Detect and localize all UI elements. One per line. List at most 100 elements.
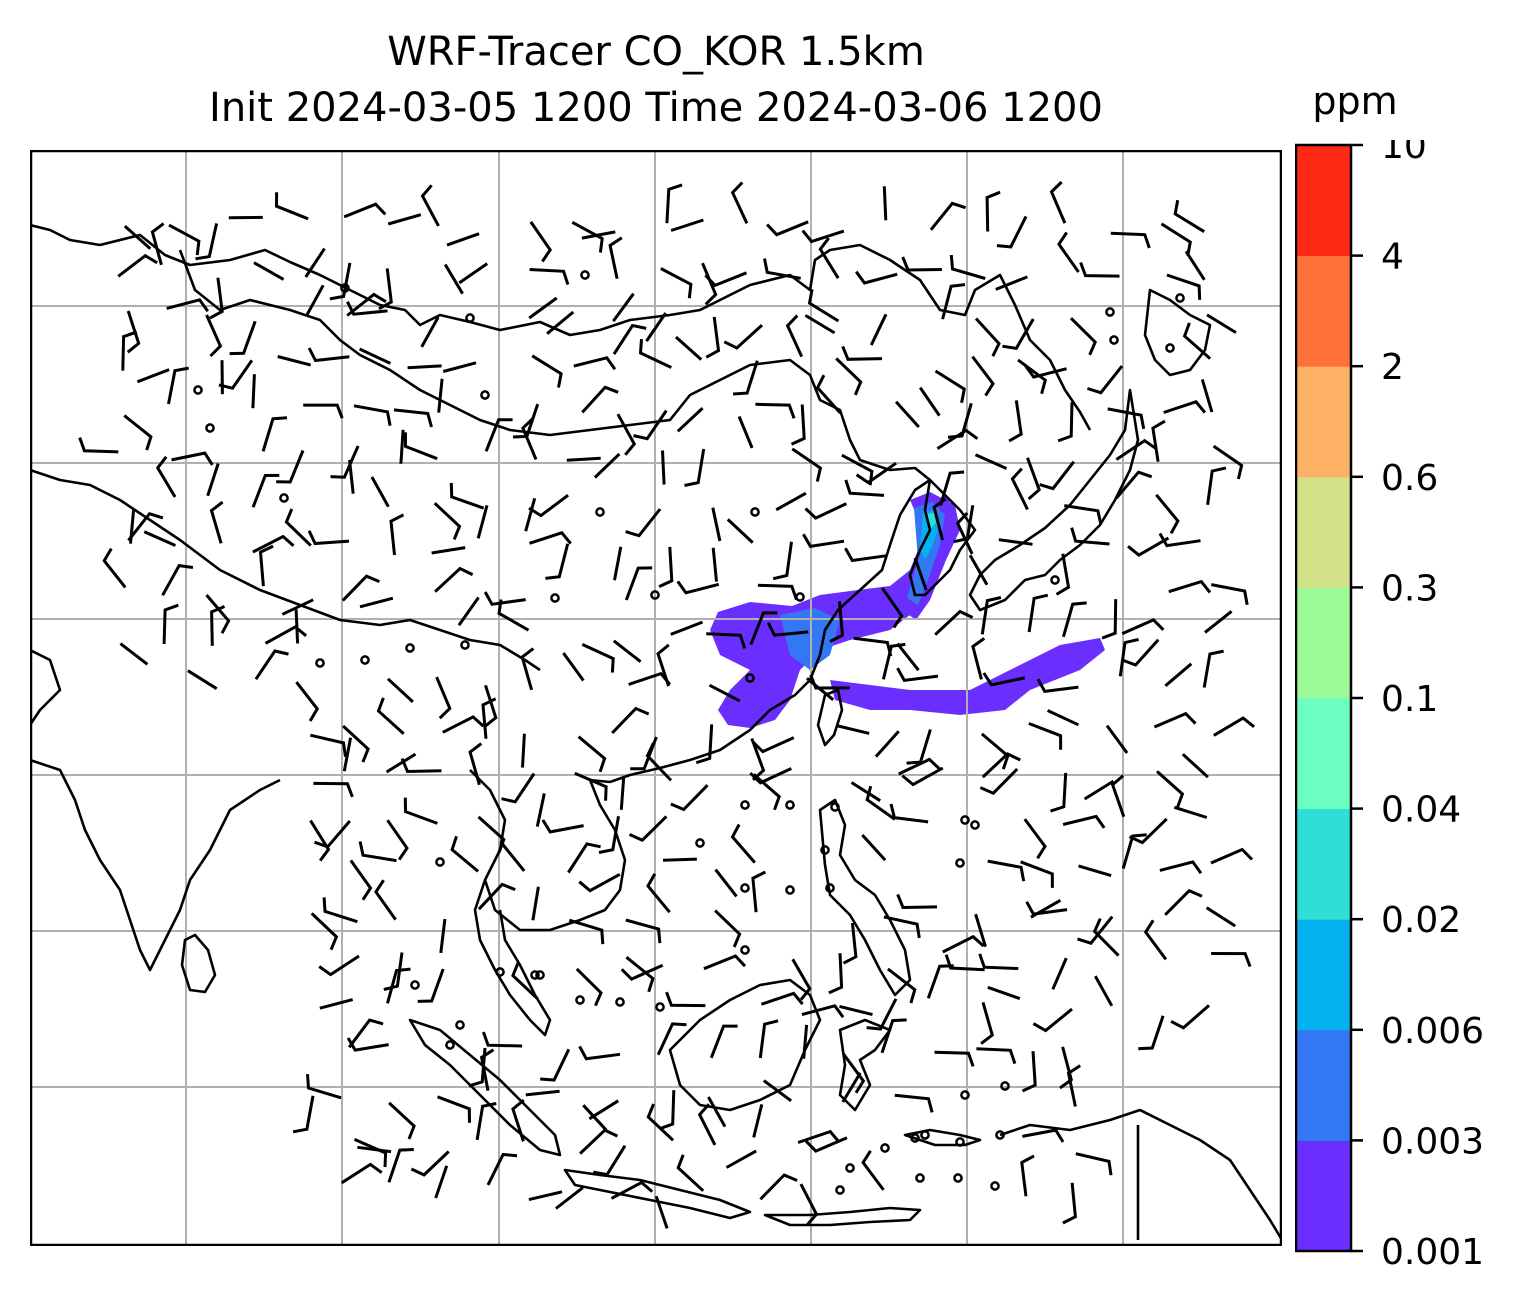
wind-barb: [346, 1037, 389, 1052]
wind-barb: [665, 991, 706, 1008]
wind-barb: [611, 706, 650, 735]
wind-barb: [804, 314, 836, 335]
wind-barb: [934, 609, 974, 636]
wind-calm-marker: [1050, 575, 1060, 585]
wind-barb: [446, 232, 480, 247]
wind-barb: [619, 775, 626, 810]
wind-barb: [486, 1152, 518, 1186]
wind-barb: [835, 357, 863, 396]
wind-barb: [955, 511, 974, 555]
wind-barb: [309, 819, 331, 862]
wind-barb: [571, 220, 604, 253]
wind-barb: [343, 202, 387, 219]
wind-barb: [1204, 610, 1233, 634]
wind-calm-marker: [575, 995, 585, 1005]
wind-barb: [1213, 716, 1256, 737]
wind-barb: [598, 815, 620, 854]
wind-barb: [387, 213, 422, 226]
wind-barb: [896, 642, 920, 672]
wind-barb: [78, 437, 119, 454]
wind-calm-marker: [825, 883, 835, 893]
wind-barb: [1138, 1015, 1165, 1051]
wind-barb: [1115, 438, 1157, 461]
wind-barb: [162, 603, 179, 644]
wind-barb: [1118, 637, 1139, 677]
wind-barb: [229, 320, 257, 356]
wind-barb: [378, 268, 393, 311]
wind-calm-marker: [410, 980, 420, 990]
map-frame: [30, 150, 1282, 1246]
wind-barb: [1115, 470, 1153, 500]
china-coast: [609, 478, 931, 784]
wind-barb: [535, 793, 546, 827]
wind-barb: [1184, 250, 1206, 281]
wind-barb: [258, 544, 274, 587]
wind-barb: [638, 338, 672, 369]
colorbar-tick-label: 2: [1381, 347, 1404, 388]
wind-barb: [386, 819, 409, 861]
wind-barb: [802, 533, 845, 549]
colorbar: 0.001 0.003 0.006 0.02 0.04 0.1 0.3 0.6 2 4 10: [1295, 140, 1484, 1273]
wind-barb: [646, 1103, 675, 1142]
wind-barb: [1200, 378, 1214, 413]
wind-barb: [926, 964, 954, 999]
wind-barb: [987, 859, 1026, 882]
wind-barb: [705, 316, 721, 359]
wind-barb: [929, 201, 967, 231]
wind-calm-marker: [205, 423, 215, 433]
wind-barb: [737, 415, 754, 449]
wind-barb: [974, 453, 1008, 470]
wind-barb: [314, 820, 351, 849]
wind-barb: [383, 952, 404, 991]
wind-barb: [944, 954, 985, 972]
java: [563, 1168, 752, 1220]
wind-barb: [809, 674, 850, 690]
malay-peninsula: [473, 879, 552, 1037]
wind-barb: [205, 314, 223, 358]
wind-barb: [370, 476, 390, 508]
colorbar-segment: [1296, 366, 1351, 478]
wind-barb: [433, 502, 462, 540]
wind-calm-marker: [955, 1137, 965, 1147]
wind-calm-marker: [615, 997, 625, 1007]
wind-barb: [581, 230, 616, 240]
wind-barb: [442, 361, 477, 373]
wind-barb: [1057, 402, 1074, 443]
wind-barb: [520, 647, 535, 691]
colorbar-frame: [1295, 143, 1353, 1253]
wind-barb: [703, 954, 747, 971]
wind-barb: [1164, 888, 1203, 916]
colorbar-tick-label: 4: [1381, 237, 1404, 278]
colorbar-tick-label: 0.1: [1381, 679, 1438, 720]
wind-barb: [790, 404, 806, 446]
wind-calm-marker: [953, 1173, 963, 1183]
wind-calm-marker: [955, 858, 965, 868]
wind-barb: [1049, 180, 1067, 224]
wind-barb: [567, 842, 601, 874]
wind-barb: [521, 417, 538, 460]
wind-barb: [1206, 313, 1237, 334]
wind-barb: [751, 870, 767, 913]
sri-lanka: [180, 933, 217, 994]
wind-barb: [404, 432, 438, 461]
wind-barb: [749, 767, 792, 785]
wind-barb: [1024, 364, 1067, 379]
wind-barb: [645, 312, 667, 342]
wind-barb: [253, 261, 285, 281]
wind-barb: [1078, 864, 1112, 878]
wind-barb: [645, 742, 673, 782]
lesser-sunda: [763, 1206, 922, 1227]
wind-calm-marker: [740, 883, 750, 893]
wind-barb: [898, 757, 941, 776]
wind-barb: [829, 601, 845, 643]
colorbar-segment: [1296, 1029, 1351, 1141]
china-north-border: [178, 249, 931, 482]
wind-barb: [880, 1018, 907, 1054]
wind-calm-marker: [740, 945, 750, 955]
wind-barb: [581, 385, 619, 414]
wind-calm-marker: [695, 838, 705, 848]
colorbar-tick-label: 0.001: [1381, 1232, 1484, 1273]
wind-barb: [704, 271, 748, 288]
wind-calm-marker: [480, 390, 490, 400]
wind-barb: [646, 873, 671, 914]
